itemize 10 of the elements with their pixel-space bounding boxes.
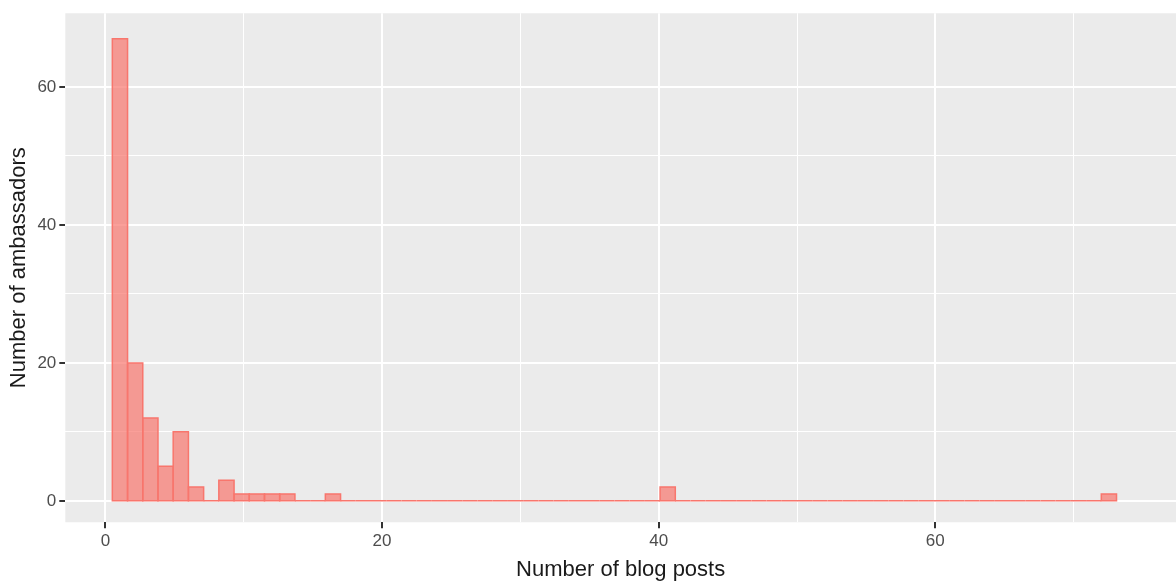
x-tick-label: 20 — [372, 531, 392, 551]
y-tick-label: 20 — [37, 352, 57, 372]
y-tick-label: 40 — [37, 214, 57, 234]
y-axis-title: Number of ambassadors — [5, 147, 31, 389]
x-tick-label: 40 — [649, 531, 669, 551]
x-tick-label: 60 — [925, 531, 945, 551]
y-tick-label: 0 — [46, 490, 57, 510]
x-tick-label: 0 — [100, 531, 111, 551]
y-tick-label: 60 — [37, 76, 57, 96]
x-axis-title: Number of blog posts — [516, 555, 726, 581]
